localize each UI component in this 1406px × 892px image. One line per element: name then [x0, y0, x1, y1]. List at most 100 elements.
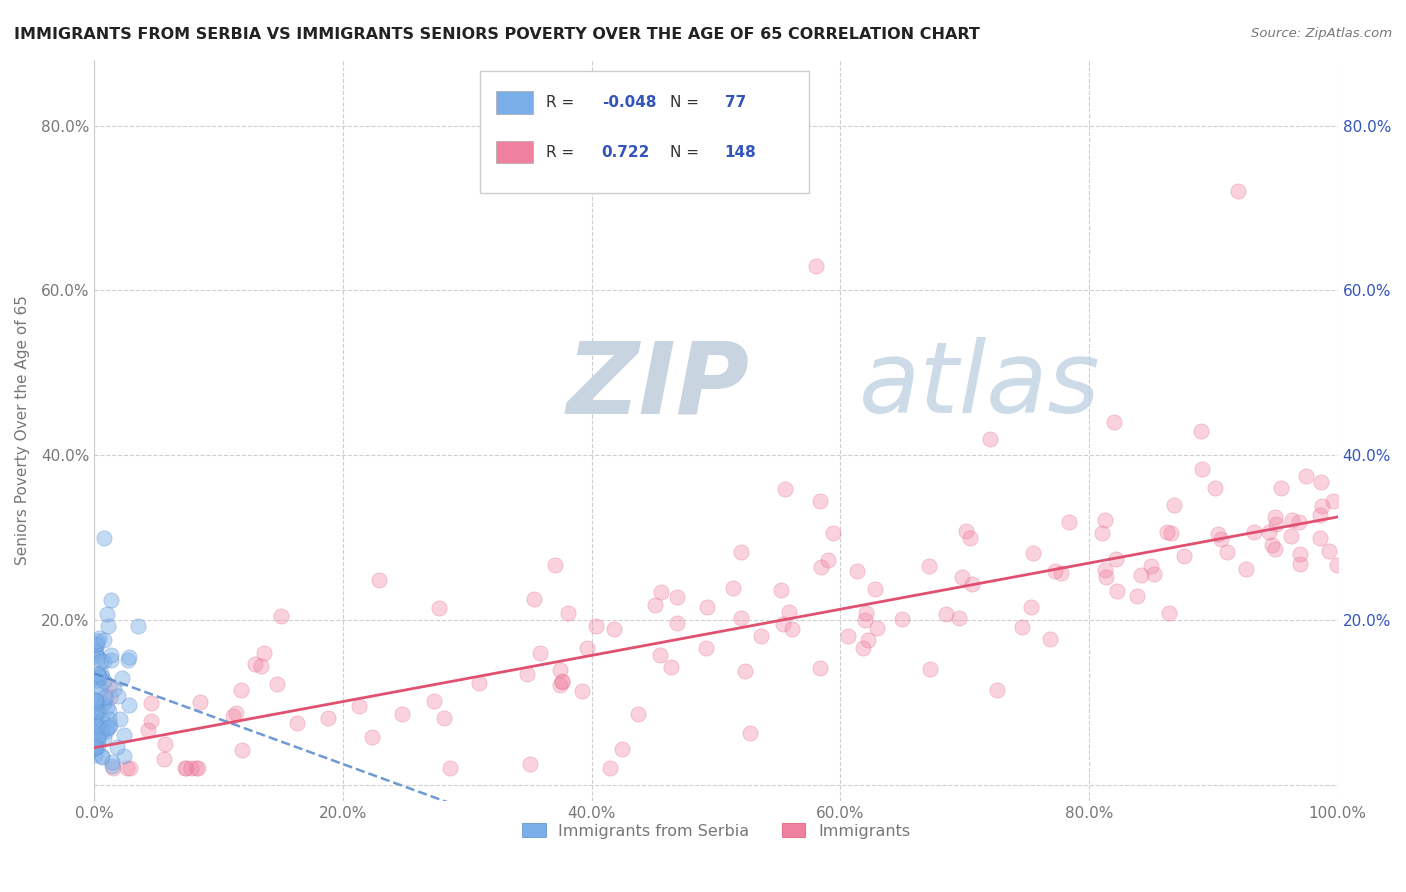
Point — [1243, 525, 1265, 540]
Text: R =: R = — [546, 145, 579, 160]
Point — [1049, 566, 1071, 580]
Point — [773, 482, 796, 496]
Point — [93, 632, 115, 647]
Point — [87, 739, 110, 753]
Point — [100, 653, 122, 667]
Text: R =: R = — [546, 95, 579, 110]
Point — [101, 755, 124, 769]
Point — [1270, 482, 1292, 496]
Point — [576, 640, 599, 655]
Point — [1279, 528, 1302, 542]
Point — [1011, 620, 1033, 634]
Point — [1204, 481, 1226, 495]
Point — [529, 646, 551, 660]
Point — [695, 641, 717, 656]
Point — [112, 728, 135, 742]
Text: 77: 77 — [724, 95, 747, 110]
Point — [1289, 547, 1312, 561]
Point — [734, 664, 756, 678]
Point — [439, 761, 461, 775]
Point — [93, 655, 115, 669]
Point — [1095, 569, 1118, 583]
Point — [585, 619, 607, 633]
Point — [1264, 542, 1286, 557]
Point — [1156, 524, 1178, 539]
Point — [90, 654, 112, 668]
Point — [84, 739, 107, 754]
Point — [950, 570, 973, 584]
Text: N =: N = — [671, 95, 704, 110]
Point — [1326, 558, 1348, 572]
Point — [962, 577, 984, 591]
Point — [84, 737, 107, 751]
Point — [1163, 498, 1185, 512]
Point — [780, 622, 803, 636]
Legend: Immigrants from Serbia, Immigrants: Immigrants from Serbia, Immigrants — [516, 817, 917, 845]
Point — [1160, 525, 1182, 540]
Point — [918, 662, 941, 676]
Point — [804, 259, 827, 273]
Point — [84, 709, 107, 723]
Point — [83, 741, 105, 756]
Point — [84, 694, 107, 708]
Point — [1310, 475, 1333, 489]
Point — [852, 640, 875, 655]
Point — [1189, 424, 1212, 438]
Point — [84, 727, 107, 741]
Point — [1094, 513, 1116, 527]
Point — [84, 693, 107, 707]
Text: N =: N = — [671, 145, 704, 160]
Point — [89, 666, 111, 681]
Point — [1105, 552, 1128, 566]
Point — [84, 747, 107, 762]
Point — [855, 606, 877, 620]
Point — [98, 690, 121, 704]
Text: 0.722: 0.722 — [602, 145, 650, 160]
Point — [93, 673, 115, 688]
Point — [730, 545, 752, 559]
Point — [93, 531, 115, 545]
Point — [187, 761, 209, 775]
Point — [90, 750, 112, 764]
Point — [87, 732, 110, 747]
Point — [1102, 415, 1125, 429]
Point — [769, 582, 792, 597]
Point — [808, 661, 831, 675]
Point — [427, 600, 450, 615]
Point — [98, 712, 121, 726]
Point — [1281, 513, 1303, 527]
Point — [1227, 185, 1250, 199]
Point — [84, 698, 107, 712]
Point — [86, 637, 108, 651]
Point — [174, 760, 197, 774]
Point — [659, 660, 682, 674]
Point — [98, 718, 121, 732]
Point — [1289, 557, 1312, 571]
Point — [823, 526, 845, 541]
Point — [188, 695, 211, 709]
Point — [627, 707, 650, 722]
Point — [1264, 510, 1286, 524]
Point — [979, 432, 1001, 446]
Point — [84, 706, 107, 720]
Point — [93, 695, 115, 709]
Point — [101, 761, 124, 775]
Point — [666, 590, 689, 604]
Point — [1143, 566, 1166, 581]
Point — [86, 705, 108, 719]
Point — [935, 607, 957, 621]
Text: 148: 148 — [724, 145, 756, 160]
Point — [270, 609, 292, 624]
Point — [118, 650, 141, 665]
Point — [846, 564, 869, 578]
Point — [97, 618, 120, 632]
Bar — [496, 92, 533, 114]
Point — [86, 696, 108, 710]
Point — [93, 731, 115, 745]
Point — [890, 611, 912, 625]
Point — [778, 605, 800, 619]
Point — [112, 749, 135, 764]
Point — [856, 633, 879, 648]
Point — [184, 761, 207, 775]
Point — [955, 524, 977, 538]
